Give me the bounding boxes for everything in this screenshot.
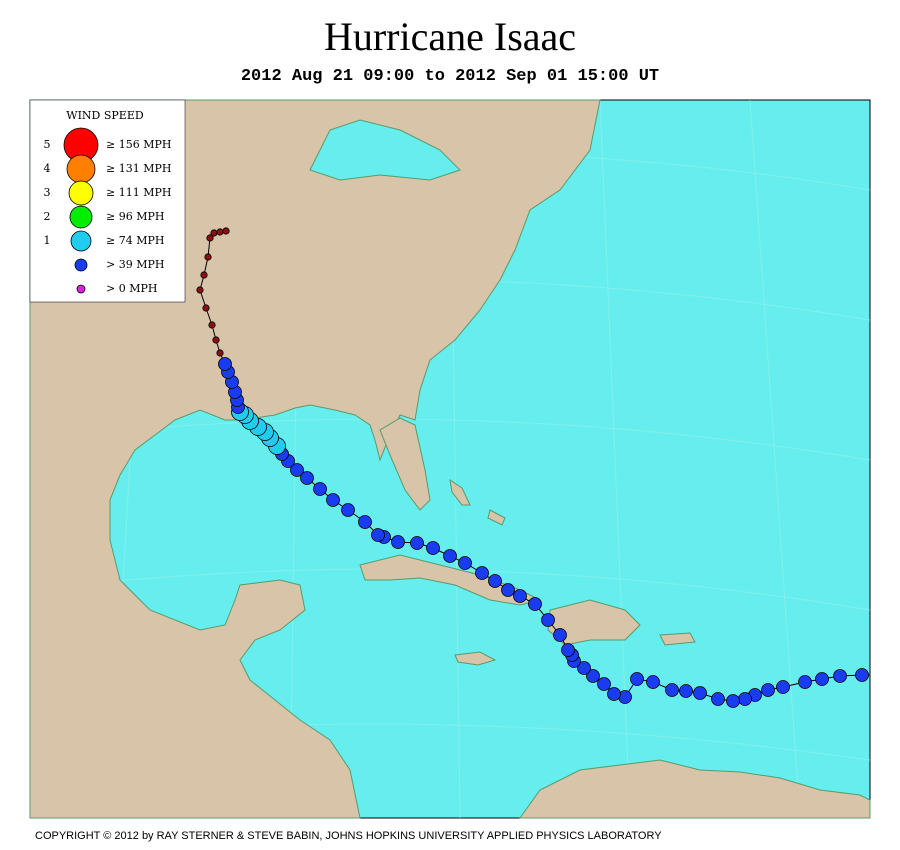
track-point: [458, 556, 472, 570]
florida: [379, 417, 431, 511]
track-point: [210, 229, 218, 237]
track-point: [815, 672, 829, 686]
track-point: [202, 304, 210, 312]
track-point: [410, 536, 424, 550]
legend-category: 1: [44, 234, 51, 247]
track-point: [212, 336, 220, 344]
track-point: [208, 321, 216, 329]
track-point: [218, 357, 232, 371]
track-point: [501, 583, 515, 597]
legend-label: ≥ 74 MPH: [106, 234, 164, 247]
puerto-rico: [659, 632, 696, 646]
subtitle: 2012 Aug 21 09:00 to 2012 Sep 01 15:00 U…: [241, 67, 659, 86]
great-lakes-region: [309, 119, 461, 181]
track-point: [200, 271, 208, 279]
legend-category: 5: [44, 138, 51, 151]
track-point: [391, 535, 405, 549]
cuba: [359, 554, 542, 606]
track-point: [630, 672, 644, 686]
track-point: [761, 683, 775, 697]
track-point: [541, 613, 555, 627]
track-point: [475, 566, 489, 580]
track-point: [646, 675, 660, 689]
track-point: [607, 687, 621, 701]
track-point: [204, 253, 212, 261]
track-point: [693, 686, 707, 700]
map: [29, 99, 871, 819]
title: Hurricane Isaac: [324, 14, 576, 59]
track-point: [798, 675, 812, 689]
track-point: [371, 528, 385, 542]
legend-category: 2: [44, 210, 51, 223]
track-point: [553, 628, 567, 642]
legend-label: ≥ 156 MPH: [106, 138, 171, 151]
track-point: [488, 574, 502, 588]
legend-box: [29, 99, 186, 303]
south-america: [519, 759, 871, 819]
legend-symbol: [68, 180, 94, 206]
legend-symbol: [66, 154, 96, 184]
track-point: [358, 515, 372, 529]
track-point: [300, 471, 314, 485]
jamaica: [454, 651, 497, 666]
track-point: [711, 692, 725, 706]
bahamas: [449, 478, 506, 526]
track-point: [216, 228, 224, 236]
legend-category: 3: [44, 186, 51, 199]
track-point: [776, 680, 790, 694]
legend-label: ≥ 111 MPH: [106, 186, 171, 199]
legend-symbol: [70, 230, 92, 252]
track-point: [738, 692, 752, 706]
track-point: [513, 589, 527, 603]
track-point: [206, 234, 214, 242]
legend-category: 4: [44, 162, 51, 175]
track-point: [597, 677, 611, 691]
legend-title: WIND SPEED: [66, 109, 144, 122]
track-point: [216, 349, 224, 357]
legend-label: > 0 MPH: [106, 282, 157, 295]
track-point: [341, 503, 355, 517]
copyright: COPYRIGHT © 2012 by RAY STERNER & STEVE …: [35, 830, 662, 842]
track-point: [561, 643, 575, 657]
track-point: [577, 661, 591, 675]
track-point: [586, 669, 600, 683]
legend-label: > 39 MPH: [106, 258, 164, 271]
legend-label: ≥ 96 MPH: [106, 210, 164, 223]
track-point: [196, 286, 204, 294]
track-point: [443, 549, 457, 563]
track-point: [528, 597, 542, 611]
track-point: [313, 482, 327, 496]
track-point: [326, 493, 340, 507]
track-point: [679, 684, 693, 698]
legend-symbol: [76, 284, 86, 294]
track-point: [222, 227, 230, 235]
track-point: [426, 541, 440, 555]
track-point: [665, 683, 679, 697]
storm-track: [196, 227, 870, 708]
track-point: [290, 463, 304, 477]
track-point: [855, 668, 869, 682]
legend: WIND SPEED 5 ≥ 156 MPH 4 ≥ 131 MPH 3 ≥ 111 MP…: [29, 99, 186, 303]
legend-label: ≥ 131 MPH: [106, 162, 171, 175]
track-point: [726, 694, 740, 708]
legend-symbol: [74, 258, 88, 272]
track-point: [833, 669, 847, 683]
legend-symbol: [69, 205, 93, 229]
